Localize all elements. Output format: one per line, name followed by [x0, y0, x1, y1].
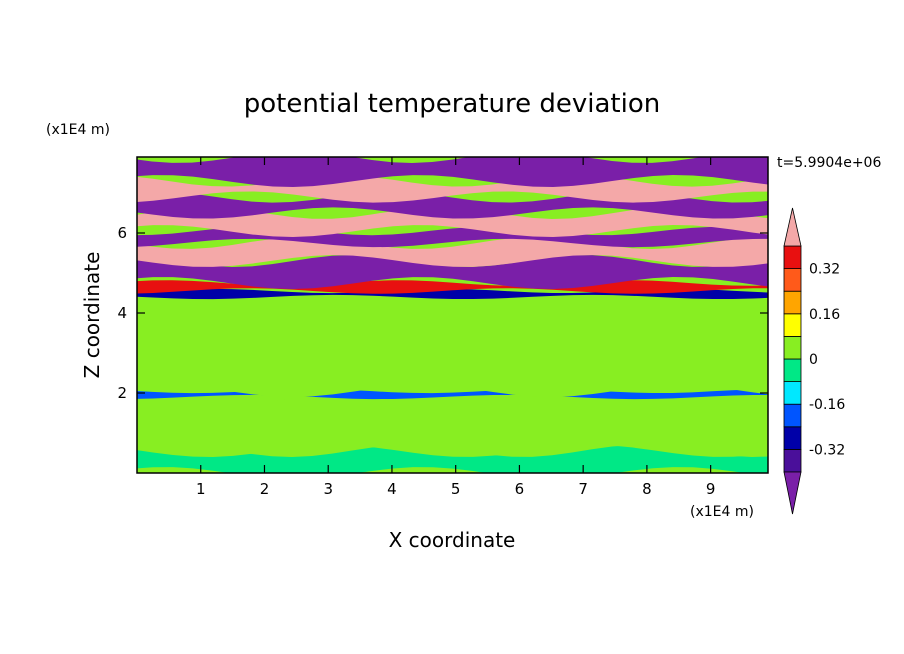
colorbar-segment: [783, 268, 802, 292]
y-tick-label: 2: [117, 384, 127, 402]
x-axis-label: X coordinate: [389, 528, 516, 552]
y-axis: 2 4 6: [117, 224, 768, 402]
contour-band: [137, 291, 768, 397]
x-tick-label: 3: [323, 480, 333, 498]
colorbar-tick-label: -0.32: [809, 442, 845, 458]
colorbar-extend-min: [783, 471, 802, 515]
colorbar-tick-label: 0.16: [809, 307, 840, 323]
colorbar-segment: [783, 245, 802, 270]
colorbar-extend-max: [783, 207, 802, 247]
colorbar-segment: [783, 448, 802, 473]
contour-band: [137, 237, 768, 267]
colorbar-segment: [783, 313, 802, 337]
contour-band: [137, 255, 768, 289]
x-tick-label: 4: [387, 480, 397, 498]
colorbar-segment: [783, 335, 802, 360]
colorbar-tick-label: -0.16: [809, 397, 845, 413]
x-tick-label: 6: [515, 480, 525, 498]
y-tick-label: 4: [117, 304, 127, 322]
colorbar-tick-label: 0: [809, 352, 818, 368]
contour-band: [137, 445, 768, 473]
x-tick-label: 9: [706, 480, 716, 498]
contour-band: [137, 288, 768, 300]
x-tick-label: 8: [642, 480, 652, 498]
contour-band: [137, 280, 768, 294]
x-tick-label: 5: [451, 480, 461, 498]
colorbar-segment: [783, 403, 802, 428]
colorbar-tick-label: 0.32: [809, 262, 840, 278]
x-unit-label: (x1E4 m): [690, 504, 754, 520]
y-axis-label: Z coordinate: [80, 252, 104, 379]
plot-frame: [136, 156, 769, 474]
x-tick-label: 7: [578, 480, 588, 498]
chart-title: potential temperature deviation: [244, 89, 660, 119]
colorbar-segment: [783, 426, 802, 450]
x-tick-label: 1: [196, 480, 206, 498]
colorbar-segment: [783, 290, 802, 315]
contour-band: [137, 157, 768, 187]
colorbar-segment: [783, 358, 802, 383]
contour-band: [137, 391, 768, 457]
y-unit-label: (x1E4 m): [46, 122, 110, 138]
x-axis: 1 2 3 4 5 6 7 8 9: [196, 157, 715, 498]
contour-field: [137, 157, 768, 473]
x-tick-label: 2: [260, 480, 270, 498]
colorbar: 0.32 0.16 0 -0.16 -0.32: [783, 207, 845, 515]
colorbar-segment: [783, 381, 802, 405]
y-tick-label: 6: [117, 224, 127, 242]
time-label: t=5.9904e+06: [777, 155, 881, 171]
contour-band: [137, 207, 768, 237]
